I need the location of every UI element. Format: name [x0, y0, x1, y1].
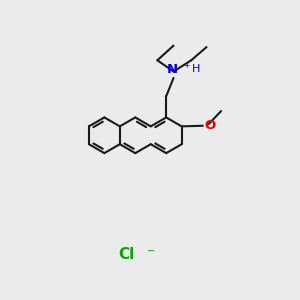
Text: N: N [167, 63, 178, 76]
Text: $^-$: $^-$ [144, 248, 155, 262]
Text: O: O [204, 119, 215, 132]
Text: Cl: Cl [118, 247, 135, 262]
Text: $^+$H: $^+$H [182, 61, 201, 76]
